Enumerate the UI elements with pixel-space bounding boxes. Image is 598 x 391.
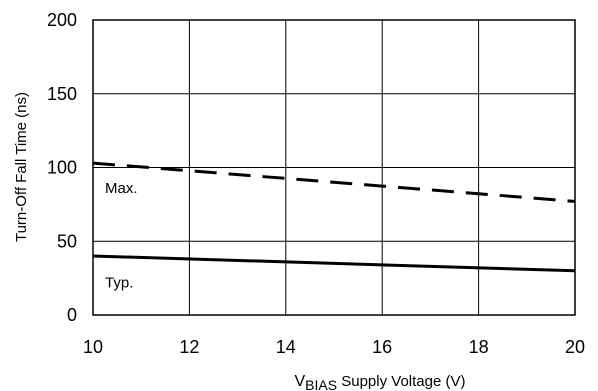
y-tick-label: 150 [47,84,77,104]
y-axis-title: Turn-Off Fall Time (ns) [13,92,30,242]
y-axis-ticks: 0 50 100 150 200 [47,10,77,325]
x-tick-label: 10 [83,337,103,357]
x-axis-title-rest: Supply Voltage (V) [337,373,465,390]
series-group [92,161,576,273]
annotation-label: Typ. [105,275,133,292]
y-tick-label: 50 [57,231,77,251]
x-axis-title-main: V [295,373,306,390]
y-tick-label: 200 [47,10,77,30]
x-tick-label: 18 [469,337,489,357]
series-line-max [92,161,576,203]
x-tick-label: 16 [372,337,392,357]
y-tick-label: 0 [67,305,77,325]
x-tick-label: 14 [276,337,296,357]
series-line-typ [92,254,576,273]
x-axis-title-subscript: BIAS [305,377,337,391]
annotations: Max. Typ. [105,180,138,291]
annotation-label: Max. [105,180,138,197]
x-axis-title: VBIAS Supply Voltage (V) [295,373,466,391]
x-tick-label: 20 [565,337,585,357]
x-tick-label: 12 [179,337,199,357]
x-axis-ticks: 10 12 14 16 18 20 [83,337,585,357]
y-tick-label: 100 [47,158,77,178]
plot-frame [92,19,576,316]
